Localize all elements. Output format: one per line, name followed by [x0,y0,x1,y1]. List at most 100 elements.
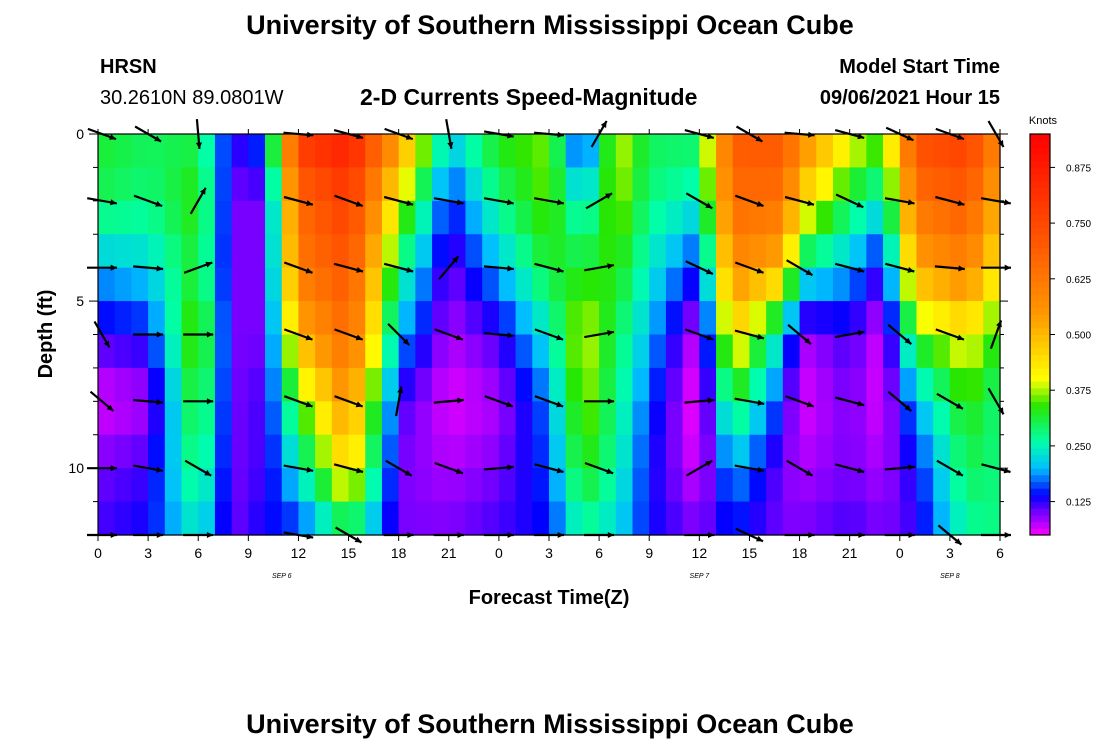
colorbar-segment [1030,341,1050,349]
heatmap-cell [749,234,767,269]
vector-head [156,331,164,338]
vector-head [156,265,164,272]
heatmap-cell [214,334,233,369]
vector-head [356,133,363,140]
heatmap-cell [599,334,617,369]
vector-head [804,337,811,345]
y-tick-label: 5 [76,293,84,309]
vector-head [356,467,363,474]
colorbar-segment [1030,454,1050,462]
heatmap-cell [849,301,867,336]
heatmap-cell [665,367,684,402]
heatmap-cell [114,401,132,436]
heatmap-cell [565,234,583,269]
colorbar-segment [1030,494,1050,503]
heatmap-cell [716,501,734,536]
vector-head [110,465,117,472]
heatmap-cell [265,134,283,169]
heatmap-cell [432,501,450,536]
heatmap-cell [448,200,467,235]
heatmap-cell [933,401,951,436]
heatmap-cell [265,334,283,369]
heatmap-cell [114,200,132,235]
current-vector [483,197,514,206]
heatmap-cell [181,468,199,503]
heatmap-cell [265,267,283,302]
heatmap-cell [816,434,834,469]
colorbar-segment [1030,468,1050,476]
current-vector [385,459,413,477]
heatmap-cell [966,267,984,302]
x-tick-label: 6 [996,545,1004,561]
colorbar-segment [1030,508,1050,516]
heatmap-cell [532,434,550,469]
colorbar-segment [1030,448,1050,456]
heatmap-cell [933,234,951,269]
x-tick-label: 12 [692,545,708,561]
heatmap-cell [599,401,617,436]
heatmap-cell [265,301,283,336]
heatmap-cell [298,434,316,469]
vector-head [156,399,164,406]
heatmap-cell [248,234,266,269]
current-vector [887,390,913,412]
heatmap-cell [348,134,366,169]
heatmap-cell [231,134,249,169]
current-vector [433,197,464,206]
vector-head [404,469,412,476]
heatmap-cell [599,468,617,503]
heatmap-cell [699,468,717,503]
heatmap-cell [832,167,851,202]
heatmap-cell [699,401,717,436]
heatmap-cell [565,401,583,436]
heatmap-cell [866,367,884,402]
heatmap-cell [415,267,433,302]
heatmap-cell [482,200,500,235]
heatmap-cell [515,234,533,269]
vector-head [457,532,464,538]
heatmap-cell [565,267,583,302]
x-tick-label: 6 [194,545,202,561]
heatmap-cell [565,200,583,235]
heatmap-cell [799,501,817,536]
heatmap-cell [599,234,617,269]
heatmap-cell [198,234,216,269]
vector-head [556,267,564,273]
heatmap-cell [98,468,116,503]
heatmap-cell [816,501,834,536]
heatmap-cell [248,468,266,503]
heatmap-cell [532,501,550,536]
heatmap-cell [883,301,901,336]
current-vector [884,197,915,206]
heatmap-cell [699,367,717,402]
heatmap-cell [131,401,149,436]
heatmap-cell [599,267,617,302]
heatmap-cell [298,401,316,436]
heatmap-cell [832,434,851,469]
heatmap-cell [181,301,199,336]
heatmap-cell [482,468,500,503]
heatmap-cell [866,200,884,235]
heatmap-cell [983,334,1001,369]
heatmap-cell [682,301,700,336]
heatmap-cell [131,468,149,503]
heatmap-cell [532,367,550,402]
heatmap-cell [381,267,400,302]
heatmap-cell [164,234,183,269]
vector-head [110,532,117,538]
heatmap-cell [849,434,867,469]
colorbar-tick-label: 0.500 [1066,331,1091,342]
heatmap-cell [565,501,583,536]
current-vector [684,328,714,341]
heatmap-cell [916,134,934,169]
heatmap-cell [766,501,784,536]
heatmap-cell [615,401,634,436]
colorbar-segment [1030,408,1050,416]
heatmap-cell [315,334,333,369]
heatmap-cell [682,401,700,436]
heatmap-cell [732,334,751,369]
heatmap-cell [198,367,216,402]
heatmap-cell [315,401,333,436]
x-tick-label: 18 [792,545,808,561]
heatmap-cell [716,468,734,503]
